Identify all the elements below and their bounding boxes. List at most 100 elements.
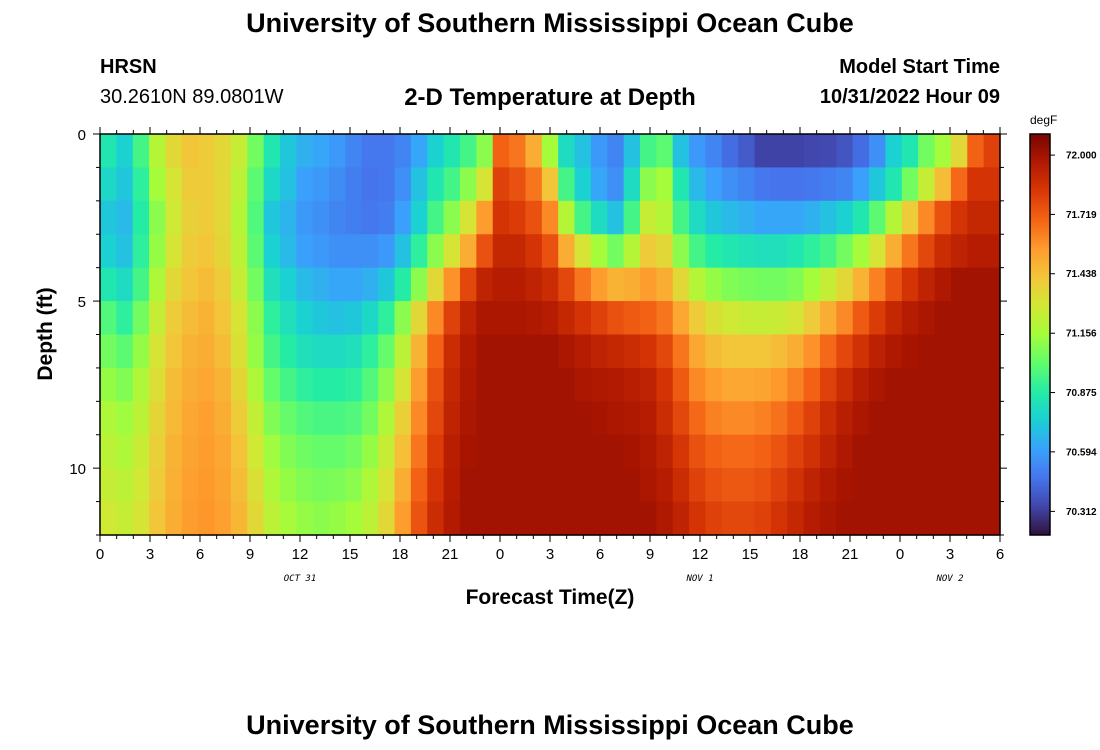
heatmap-cell — [983, 401, 1001, 436]
heatmap-cell — [934, 334, 952, 369]
heatmap-cell — [181, 367, 199, 402]
heatmap-cell — [181, 334, 199, 369]
heatmap-cell — [312, 167, 330, 202]
heatmap-cell — [901, 301, 919, 336]
heatmap-cell — [460, 167, 477, 202]
heatmap-cell — [558, 401, 576, 436]
heatmap-cell — [100, 267, 117, 302]
heatmap-cell — [378, 200, 396, 235]
heatmap-cell — [427, 167, 445, 202]
x-tick-label: 15 — [342, 546, 359, 563]
heatmap-cell — [280, 267, 297, 302]
heatmap-cell — [509, 501, 527, 536]
heatmap-cell — [132, 468, 150, 503]
heatmap-cell — [100, 167, 117, 202]
heatmap-cell — [296, 468, 314, 503]
x-tick-label: 0 — [96, 546, 104, 563]
y-tick-label: 10 — [69, 461, 86, 478]
y-tick-label: 0 — [78, 127, 86, 144]
heatmap-cell — [214, 167, 232, 202]
colorbar-ticks: 72.000 71.719 71.438 71.156 70.875 70.594 70.3… — [1050, 151, 1097, 518]
x-tick-label: 9 — [646, 546, 654, 563]
heatmap-cell — [378, 434, 396, 469]
heatmap-cell — [852, 267, 870, 302]
heatmap-cell — [525, 468, 543, 503]
heatmap-cell — [918, 501, 936, 536]
heatmap-cell — [656, 434, 674, 469]
heatmap-cell — [803, 501, 821, 536]
heatmap-cell — [885, 234, 903, 269]
heatmap-cell — [607, 501, 625, 536]
x-tick-label: 6 — [596, 546, 604, 563]
heatmap-cell — [378, 367, 396, 402]
heatmap-cell — [181, 134, 199, 169]
heatmap-cell — [230, 301, 248, 336]
heatmap-cell — [689, 200, 707, 235]
heatmap-cell — [607, 167, 625, 202]
x-tick-label: 6 — [996, 546, 1004, 563]
heatmap-cell — [460, 267, 477, 302]
heatmap-cell — [296, 367, 314, 402]
heatmap-cell — [460, 401, 477, 436]
heatmap-cell — [296, 434, 314, 469]
heatmap-cell — [590, 134, 608, 169]
heatmap-cell — [852, 301, 870, 336]
heatmap-cell — [525, 301, 543, 336]
heatmap-cell — [623, 501, 641, 536]
heatmap-cell — [852, 334, 870, 369]
heatmap-cell — [836, 468, 854, 503]
heatmap-cell — [443, 301, 461, 336]
heatmap-cell — [983, 334, 1001, 369]
model-start-value: 10/31/2022 Hour 09 — [819, 86, 1000, 108]
heatmap-cell — [574, 267, 592, 302]
heatmap-cell — [656, 401, 674, 436]
heatmap-cell — [378, 301, 396, 336]
colorbar-tick-label: 71.719 — [1066, 210, 1097, 221]
heatmap-cell — [361, 234, 379, 269]
heatmap-cell — [492, 367, 510, 402]
heatmap-cell — [476, 234, 494, 269]
heatmap-cell — [345, 267, 363, 302]
heatmap-cell — [950, 468, 968, 503]
heatmap-cell — [836, 501, 854, 536]
heatmap-cell — [705, 434, 723, 469]
heatmap-cell — [656, 501, 674, 536]
heatmap-cell — [443, 334, 461, 369]
heatmap-cell — [558, 468, 576, 503]
heatmap-cell — [607, 267, 625, 302]
heatmap-cell — [312, 501, 330, 536]
heatmap-cell — [607, 401, 625, 436]
heatmap-cell — [787, 468, 805, 503]
heatmap-cell — [116, 301, 134, 336]
heatmap-cell — [361, 167, 379, 202]
heatmap-cell — [934, 301, 952, 336]
heatmap-cell — [198, 134, 216, 169]
heatmap-cell — [312, 234, 330, 269]
heatmap-cell — [230, 401, 248, 436]
heatmap-cell — [541, 267, 559, 302]
heatmap-cell — [607, 234, 625, 269]
heatmap-cell — [901, 367, 919, 402]
heatmap-cell — [394, 301, 412, 336]
heatmap-cell — [623, 200, 641, 235]
heatmap-cell — [672, 434, 690, 469]
heatmap-cell — [476, 401, 494, 436]
heatmap-cell — [738, 367, 756, 402]
heatmap-cell — [623, 267, 641, 302]
heatmap-cell — [901, 401, 919, 436]
heatmap-cell — [361, 267, 379, 302]
heatmap-cell — [247, 200, 265, 235]
heatmap-cell — [721, 468, 739, 503]
heatmap-cell — [869, 301, 887, 336]
heatmap-cell — [820, 367, 837, 402]
heatmap-cell — [754, 334, 772, 369]
date-label: OCT 31 — [284, 574, 317, 584]
heatmap-cell — [410, 301, 428, 336]
heatmap-cell — [214, 401, 232, 436]
heatmap-cell — [705, 134, 723, 169]
heatmap-cell — [705, 468, 723, 503]
heatmap-cell — [689, 367, 707, 402]
heatmap-cell — [640, 200, 657, 235]
heatmap-cell — [836, 301, 854, 336]
heatmap-cell — [361, 401, 379, 436]
